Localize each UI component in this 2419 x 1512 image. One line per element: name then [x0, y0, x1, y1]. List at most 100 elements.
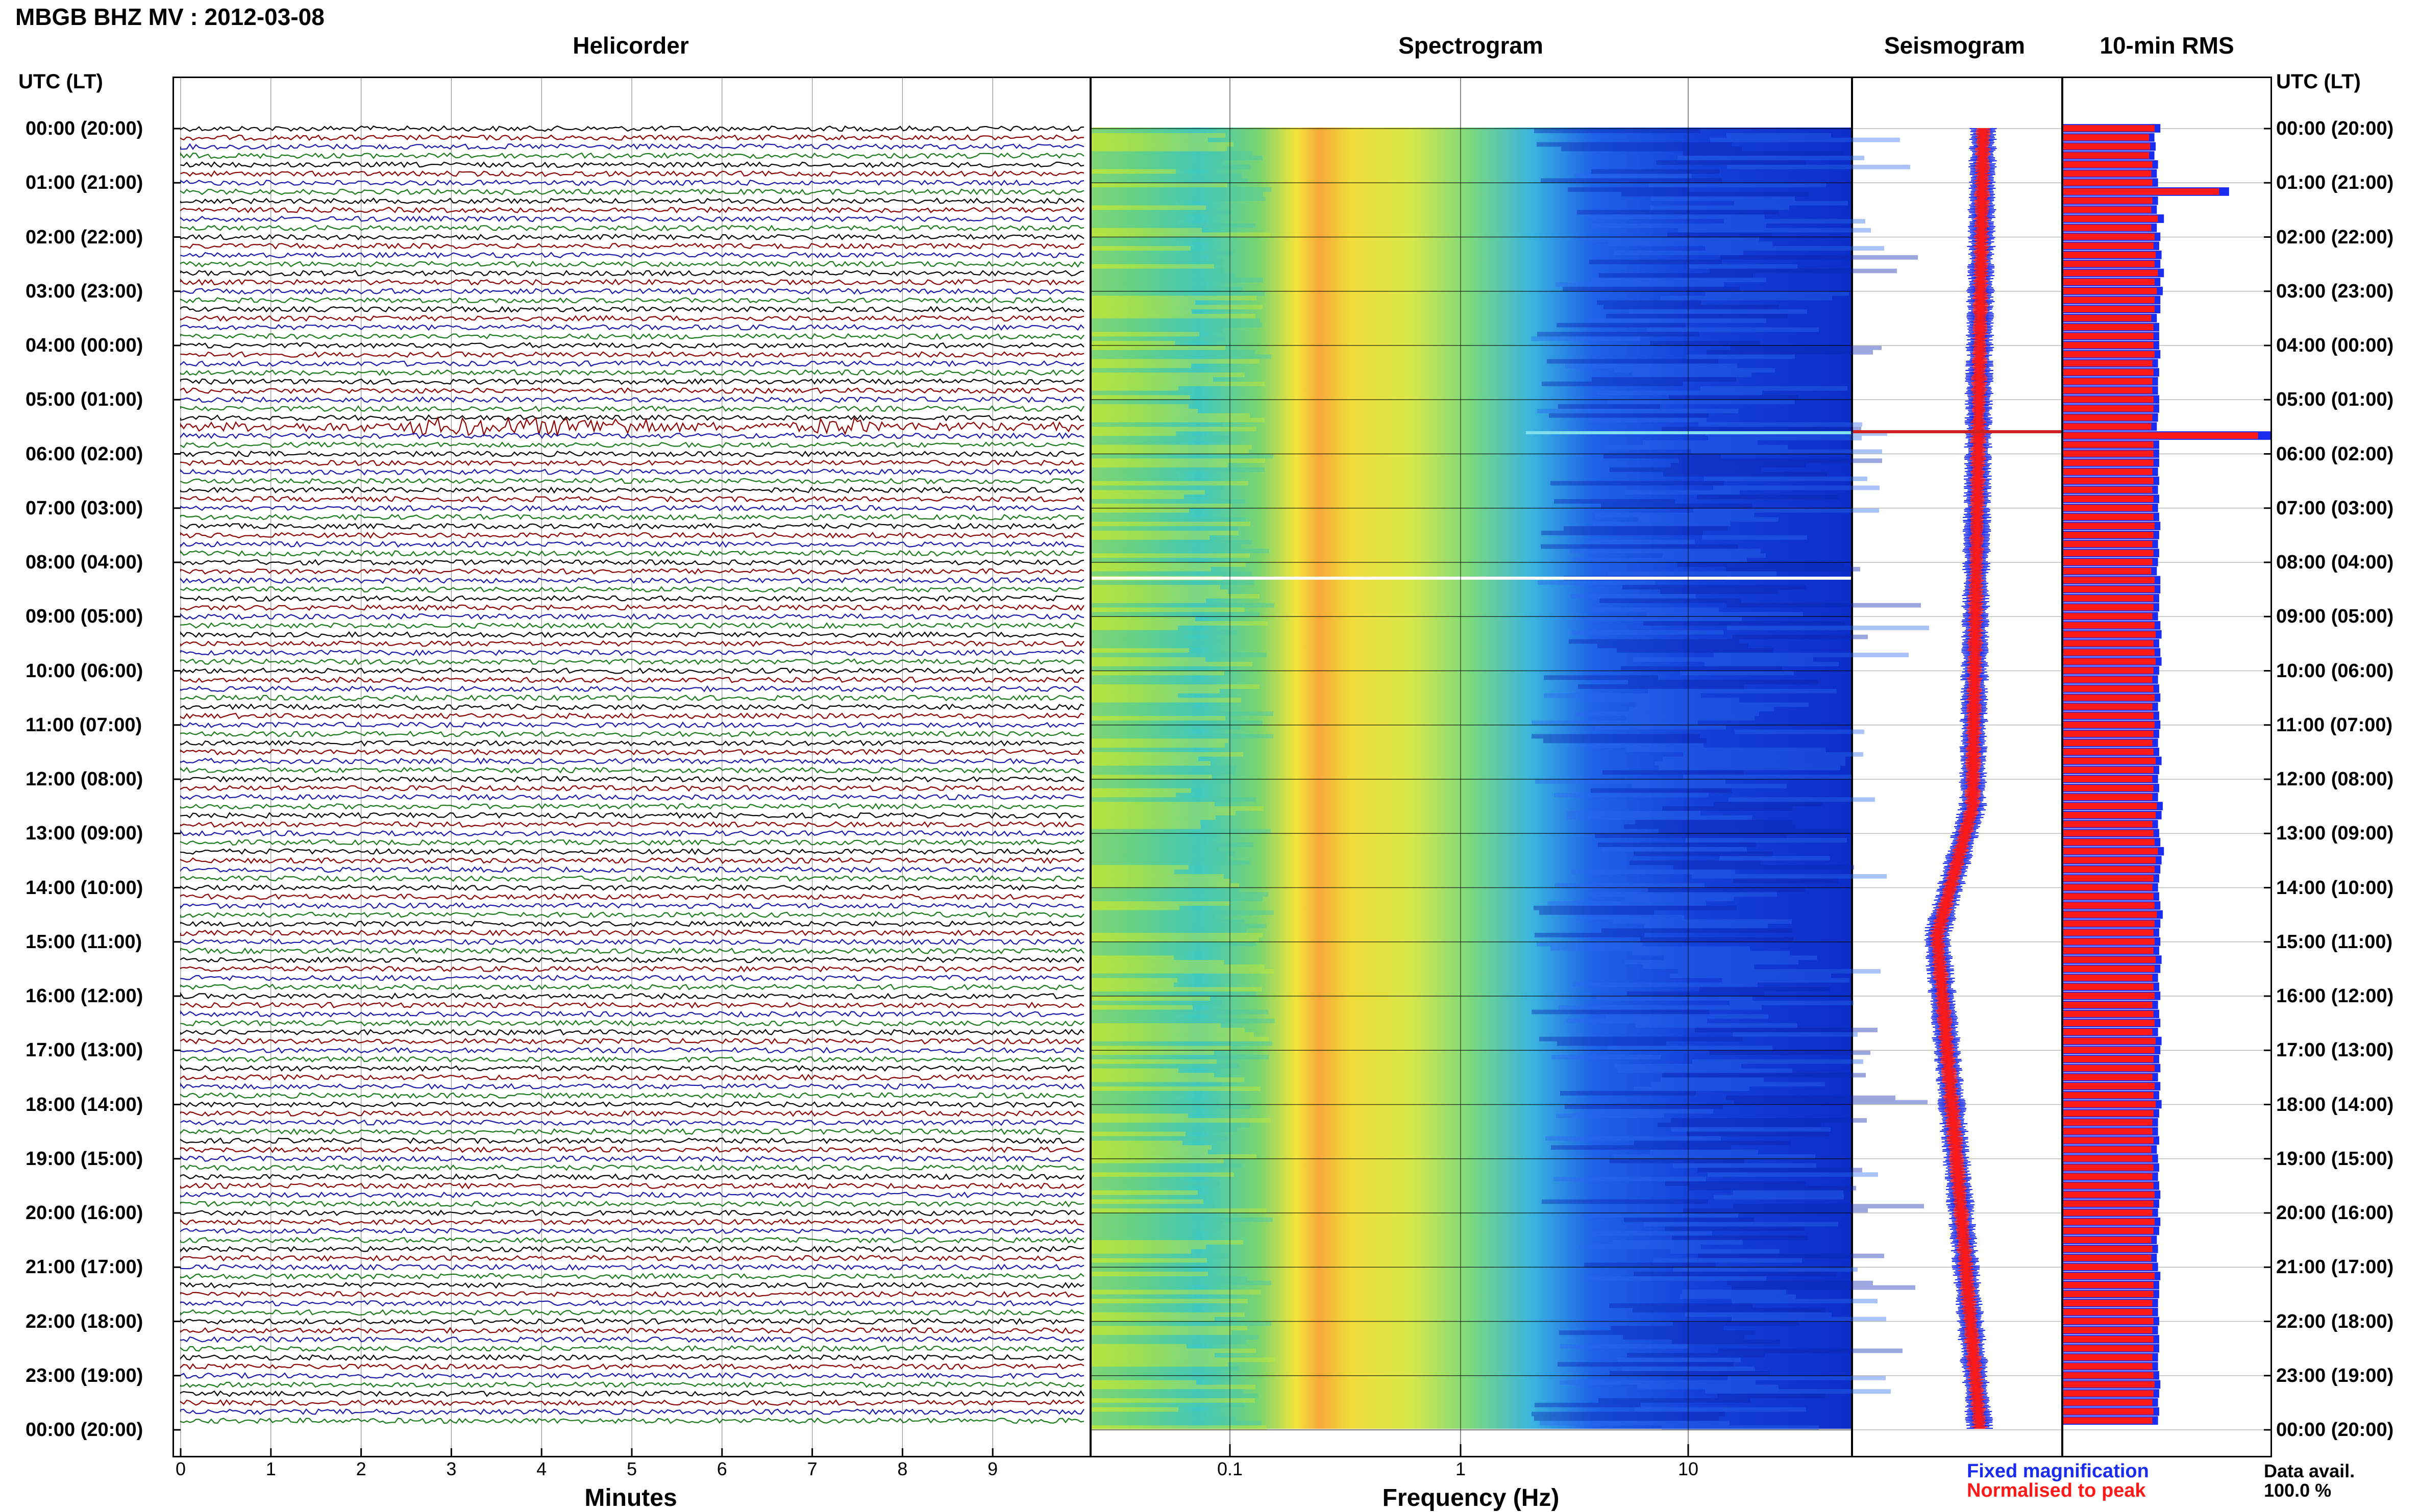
- helicorder-trace: [180, 351, 1084, 358]
- spectrogram-row: [1092, 1253, 1229, 1258]
- spectrogram-row: [1092, 770, 1235, 775]
- rms-bar-normalised: [2063, 1318, 2154, 1325]
- spectrogram-row: [1669, 395, 1798, 400]
- hour-label-left: 08:00 (04:00): [26, 552, 143, 573]
- spectrogram-row: [1092, 201, 1174, 206]
- rms-bar-normalised: [2063, 739, 2153, 746]
- helicorder-trace: [180, 559, 1084, 566]
- helicorder-trace: [180, 857, 1084, 864]
- helicorder-trace: [180, 631, 1084, 638]
- helicorder-trace: [180, 829, 1084, 837]
- helicorder-trace: [180, 1155, 1084, 1162]
- spectrogram-row: [1718, 1348, 1903, 1353]
- spectrogram-row: [1092, 169, 1176, 174]
- spectrogram-row: [1624, 1217, 1754, 1222]
- hour-label-right: 22:00 (18:00): [2276, 1310, 2394, 1332]
- helicorder-trace: [180, 1417, 1084, 1424]
- spectrogram-row: [1601, 503, 1752, 508]
- hour-label-right: 20:00 (16:00): [2276, 1202, 2394, 1224]
- hour-label-right: 12:00 (08:00): [2276, 769, 2394, 790]
- spectrogram-row: [1643, 440, 1758, 445]
- hour-label-left: 13:00 (09:00): [26, 823, 143, 845]
- spectrogram-row: [1092, 512, 1180, 517]
- spectrogram-row: [1092, 1303, 1194, 1308]
- spectrogram-row: [1630, 860, 1761, 865]
- hour-label-left: 21:00 (17:00): [26, 1256, 143, 1278]
- helicorder-trace: [180, 405, 1084, 412]
- spectrogram-row: [1566, 1019, 1707, 1024]
- spectrogram-row: [1558, 404, 1660, 409]
- rms-bar-normalised: [2063, 1037, 2156, 1045]
- rms-bar-normalised: [2063, 504, 2153, 511]
- spectrogram-rows: [1092, 129, 1929, 1430]
- rms-bar-normalised: [2063, 776, 2153, 782]
- spectrogram-row: [1561, 146, 1742, 152]
- helicorder-trace: [180, 1164, 1084, 1172]
- helicorder-trace: [180, 1029, 1084, 1036]
- spectrogram-row: [1092, 1425, 1267, 1430]
- spectrogram-row: [1532, 734, 1700, 739]
- hour-label-right: 02:00 (22:00): [2276, 226, 2394, 248]
- rms-bar-normalised: [2063, 1137, 2154, 1144]
- rms-bar-normalised: [2063, 296, 2155, 304]
- helicorder-trace: [180, 143, 1084, 150]
- spectrogram-row: [1547, 359, 1718, 364]
- data-avail-label: Data avail.: [2264, 1460, 2355, 1481]
- spectrogram-row: [1640, 937, 1793, 942]
- spectrogram-row: [1557, 1041, 1666, 1046]
- spectrogram-row: [1682, 1290, 1786, 1295]
- rms-bar-normalised: [2063, 938, 2155, 945]
- spectrogram-row: [1092, 738, 1228, 743]
- spectrogram-row: [1538, 580, 1655, 585]
- spectrogram-row: [1585, 214, 1765, 219]
- helicorder-trace: [180, 586, 1084, 593]
- spectrogram-row: [1650, 1150, 1758, 1154]
- rms-bar-normalised: [2063, 387, 2153, 394]
- spectrogram-row: [1540, 1421, 1730, 1426]
- spectrogram-row: [1687, 354, 1795, 359]
- spectrogram-row: [1714, 1195, 1844, 1200]
- rms-bar-normalised: [2063, 540, 2153, 548]
- spectrogram-row: [1613, 919, 1792, 924]
- spectrogram-row: [1544, 693, 1701, 698]
- spectrogram-row: [1092, 463, 1228, 468]
- spectrogram-row: [1092, 1122, 1250, 1127]
- spectrogram-row: [1092, 1154, 1256, 1159]
- spectrogram-row: [1092, 241, 1176, 246]
- spectrogram-row: [1092, 765, 1236, 771]
- spectrogram-row: [1092, 1190, 1198, 1195]
- rms-bar-normalised: [2063, 1209, 2153, 1216]
- spectrogram-row: [1092, 792, 1176, 798]
- helicorder-trace: [180, 730, 1084, 737]
- spectrogram-row: [1092, 824, 1201, 829]
- helicorder-trace: [180, 640, 1084, 648]
- spectrogram-row: [1092, 901, 1230, 906]
- helicorder-tick: 5: [626, 1458, 637, 1479]
- helicorder-trace: [180, 595, 1084, 602]
- spectrogram-row: [1717, 1394, 1825, 1399]
- spectrogram-row: [1092, 1380, 1196, 1385]
- spectrogram-row: [1593, 607, 1719, 612]
- helicorder-trace: [180, 1318, 1084, 1325]
- rms-bar-normalised: [2063, 893, 2154, 900]
- spectrogram-row: [1735, 729, 1864, 734]
- rms-bar-normalised: [2063, 1101, 2156, 1108]
- spectrogram-row: [1092, 964, 1265, 969]
- spectrogram-row: [1554, 792, 1709, 798]
- rms-bar-normalised: [2063, 1390, 2154, 1397]
- spectrogram-row: [1092, 282, 1205, 287]
- spectrogram-row: [1092, 634, 1184, 639]
- helicorder-trace: [180, 333, 1084, 340]
- rms-bar-normalised: [2063, 983, 2154, 990]
- rms-bar-normalised: [2063, 1417, 2153, 1424]
- spectrogram-row: [1092, 390, 1192, 395]
- spectrogram-row: [1617, 648, 1773, 653]
- seismogram-normalised: [1929, 128, 1991, 1429]
- spectrogram-row: [1092, 327, 1222, 332]
- spectrogram-row: [1683, 752, 1863, 757]
- helicorder-trace: [180, 821, 1084, 828]
- hour-label-left: 00:00 (20:00): [26, 1419, 143, 1441]
- helicorder-trace: [180, 188, 1084, 195]
- spectrogram-row: [1092, 1317, 1215, 1322]
- utc-header-right: UTC (LT): [2276, 70, 2361, 93]
